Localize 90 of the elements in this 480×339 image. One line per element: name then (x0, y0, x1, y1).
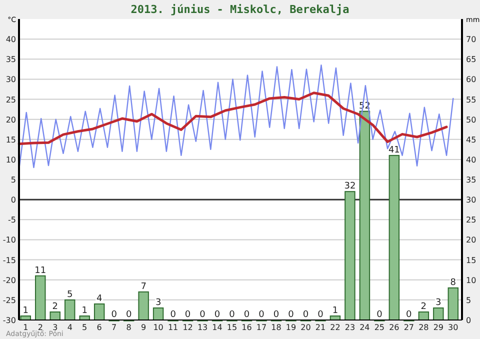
x-tick-label: 3 (52, 323, 58, 332)
data-label: 3 (155, 298, 162, 308)
y-tick-label: -10 (2, 236, 16, 245)
y2-tick-label: 30 (466, 196, 476, 205)
data-label: 0 (126, 310, 132, 320)
y-tick-label: 5 (10, 176, 16, 185)
y-tick-label: -15 (2, 256, 16, 265)
data-label: 3 (436, 298, 442, 308)
x-tick-label: 18 (271, 323, 282, 332)
x-tick-label: 15 (226, 323, 238, 332)
x-tick-label: 25 (374, 323, 385, 332)
chart-title: 2013. június - Miskolc, Berekalja (130, 3, 350, 16)
x-tick-label: 9 (141, 323, 146, 332)
data-label: 0 (376, 310, 383, 320)
x-tick-label: 2 (38, 323, 43, 332)
data-label: 0 (170, 310, 176, 320)
y-tick-label: 15 (6, 135, 16, 144)
x-tick-label: 26 (389, 323, 400, 332)
x-tick-label: 28 (418, 323, 429, 332)
x-tick-label: 24 (360, 323, 370, 332)
y2-tick-label: 20 (466, 236, 476, 245)
y-tick-label: 30 (6, 75, 16, 84)
data-label: 2 (52, 302, 58, 312)
data-label: 0 (111, 310, 118, 320)
x-tick-label: 16 (242, 323, 252, 332)
y-tick-label: 35 (6, 55, 16, 64)
x-tick-label: 8 (126, 323, 132, 332)
data-label: 1 (332, 306, 338, 316)
y2-tick-label: 25 (466, 216, 476, 225)
y2-tick-label: 45 (466, 135, 476, 144)
y2-tick-label: 55 (466, 95, 476, 104)
y2-tick-label: 5 (466, 296, 472, 305)
data-label: 0 (200, 310, 206, 320)
data-label: 7 (140, 282, 146, 292)
x-tick-label: 21 (315, 323, 326, 332)
y2-tick-label: 0 (466, 316, 472, 325)
x-tick-label: 23 (344, 323, 356, 332)
x-tick-label: 6 (96, 323, 102, 332)
data-label: 0 (184, 310, 191, 320)
data-label: 1 (82, 306, 88, 316)
x-tick-label: 17 (256, 323, 267, 332)
data-label: 0 (288, 310, 294, 320)
y2-tick-label: 40 (466, 155, 476, 164)
y2-tick-label: 60 (466, 75, 476, 84)
y2-tick-label: 70 (466, 35, 476, 44)
x-tick-label: 29 (433, 323, 444, 332)
x-tick-label: 1 (23, 323, 28, 332)
data-label: 0 (229, 310, 236, 320)
x-tick-label: 7 (112, 323, 117, 332)
y-tick-label: -30 (2, 316, 16, 325)
y-tick-label: 10 (6, 155, 16, 164)
data-label: 0 (273, 310, 280, 320)
y-tick-label: -25 (2, 296, 16, 305)
x-tick-label: 12 (182, 323, 193, 332)
data-label: 4 (96, 294, 102, 304)
y-tick-label: -20 (2, 276, 16, 285)
x-tick-label: 5 (82, 323, 88, 332)
x-tick-label: 30 (448, 323, 458, 332)
data-label: 5 (66, 290, 73, 300)
x-tick-label: 20 (300, 323, 311, 332)
x-tick-label: 22 (330, 323, 340, 332)
data-label: 0 (302, 310, 309, 320)
data-label: 11 (34, 266, 46, 276)
x-tick-label: 27 (404, 323, 414, 332)
data-label: 0 (214, 310, 220, 320)
data-label: 0 (244, 310, 250, 320)
data-label: 32 (344, 182, 356, 192)
data-label: 0 (318, 310, 324, 320)
y-tick-label: 0 (10, 196, 16, 205)
y2-tick-label: 35 (466, 176, 476, 185)
data-label: 8 (450, 278, 456, 288)
y-tick-label: 20 (6, 115, 16, 124)
x-tick-label: 13 (197, 323, 208, 332)
x-tick-label: 14 (212, 323, 222, 332)
data-label: 0 (258, 310, 265, 320)
data-label: 41 (388, 145, 400, 156)
y2-tick-label: 10 (466, 276, 476, 285)
y2-tick-label: 50 (466, 115, 476, 124)
x-tick-label: 19 (286, 323, 296, 332)
data-label: 0 (406, 310, 412, 320)
data-label: 1 (22, 306, 28, 316)
y-tick-label: 25 (6, 95, 16, 104)
x-tick-label: 4 (67, 323, 72, 332)
y2-tick-label: 65 (466, 55, 476, 64)
x-tick-label: 10 (153, 323, 164, 332)
y-tick-label: -5 (8, 216, 16, 225)
data-label: 2 (420, 302, 427, 312)
y-tick-label: 40 (6, 35, 16, 44)
y2-tick-label: 15 (466, 256, 476, 265)
x-tick-label: 11 (168, 323, 178, 332)
